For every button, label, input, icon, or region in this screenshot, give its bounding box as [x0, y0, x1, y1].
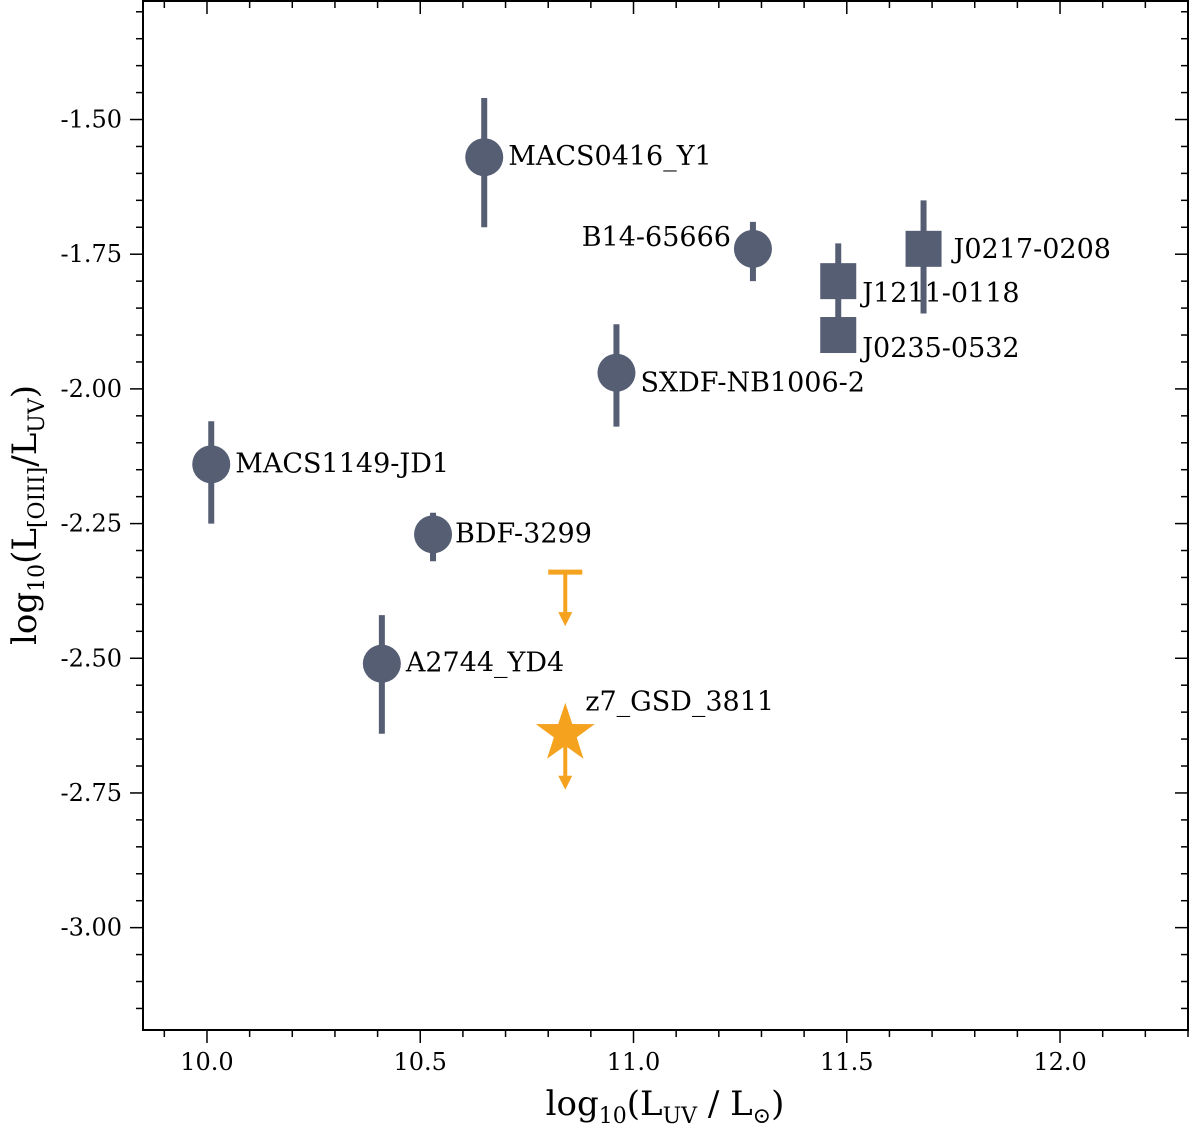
- point-label: J0217-0208: [951, 234, 1111, 265]
- x-tick-label: 10.0: [180, 1048, 233, 1076]
- point-labels: MACS0416_Y1 B14-65666 SXDF-NB1006-2 MACS114…: [235, 141, 1111, 717]
- x-tick-label: 12.0: [1033, 1048, 1086, 1076]
- y-tick-labels: -1.50 -1.75 -2.00 -2.25 -2.50 -2.75 -3.00: [60, 106, 122, 942]
- y-axis-label: log10(L[OIII]/LUV): [5, 385, 50, 645]
- y-tick-label: -2.75: [60, 779, 122, 807]
- data-point-square: [820, 317, 857, 354]
- point-label: SXDF-NB1006-2: [640, 368, 865, 399]
- data-point-square: [905, 230, 942, 267]
- point-label: A2744_YD4: [405, 648, 564, 679]
- y-tick-label: -1.50: [60, 106, 122, 134]
- x-axis-label: log10(LUV / L⊙): [546, 1084, 785, 1129]
- point-label: z7_GSD_3811: [585, 687, 774, 718]
- data-point-circle: [192, 445, 231, 484]
- point-label: MACS0416_Y1: [508, 141, 712, 172]
- y-tick-label: -2.25: [60, 510, 122, 538]
- x-tick-label: 10.5: [394, 1048, 447, 1076]
- x-tick-labels: 10.0 10.5 11.0 11.5 12.0: [180, 1048, 1086, 1076]
- data-point-circle: [465, 138, 504, 177]
- axis-ticks: [130, 1, 1189, 1043]
- point-label: J1211-0118: [859, 278, 1019, 309]
- y-tick-label: -2.50: [60, 644, 122, 672]
- data-marks: [192, 97, 942, 790]
- data-point-circle: [414, 515, 453, 554]
- upper-limit-arrow-head: [558, 612, 573, 627]
- point-label: B14-65666: [582, 222, 731, 253]
- data-point-circle: [597, 353, 636, 392]
- data-point-circle: [362, 644, 401, 683]
- plot-frame: [142, 0, 1189, 1031]
- data-point-square: [820, 263, 857, 300]
- point-label: J0235-0532: [859, 333, 1019, 364]
- y-tick-label: -3.00: [60, 914, 122, 942]
- upper-limit-arrow-head: [558, 775, 573, 790]
- y-tick-label: -1.75: [60, 240, 122, 268]
- point-label: MACS1149-JD1: [235, 448, 449, 479]
- data-point-circle: [733, 229, 772, 268]
- data-point-star: [535, 702, 595, 759]
- point-label: BDF-3299: [455, 518, 592, 549]
- x-tick-label: 11.0: [607, 1048, 660, 1076]
- x-tick-label: 11.5: [820, 1048, 873, 1076]
- y-tick-label: -2.00: [60, 375, 122, 403]
